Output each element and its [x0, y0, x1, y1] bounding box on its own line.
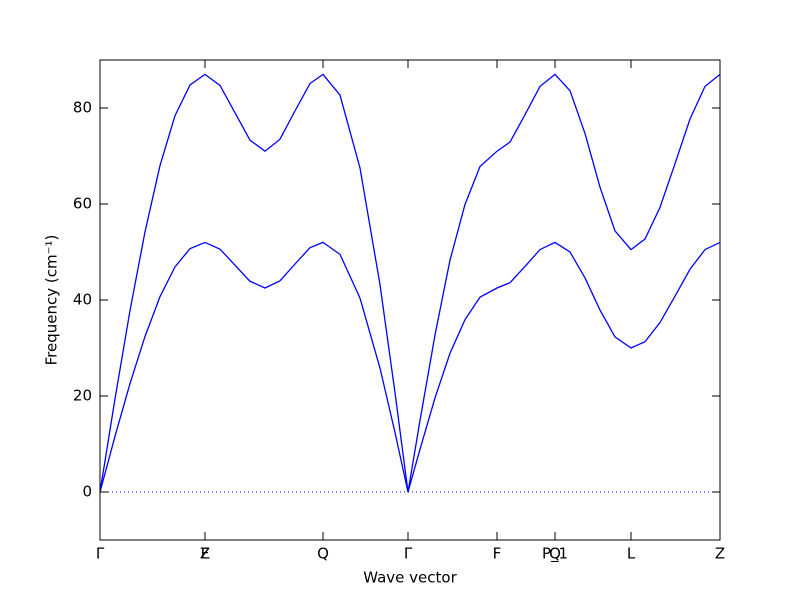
y-tick-label: 0 [82, 483, 92, 501]
y-tick-label: 80 [73, 99, 92, 117]
x-tick-label: Z [715, 545, 725, 563]
x-tick-label: F [201, 545, 210, 563]
y-axis-label: Frequency (cm⁻¹) [43, 235, 61, 366]
y-tick-label: 20 [73, 387, 92, 405]
y-tick-label: 60 [73, 195, 92, 213]
x-axis-label: Wave vector [363, 569, 457, 587]
x-tick-label: Q [549, 545, 561, 563]
x-tick-label: L [627, 545, 636, 563]
band-line [99, 73, 721, 493]
x-tick-label: Γ [96, 545, 105, 563]
y-tick-label: 40 [73, 291, 92, 309]
x-tick-label: F [493, 545, 502, 563]
x-tick-label: P_1 [542, 545, 568, 564]
x-tick-label: Z [200, 545, 210, 563]
x-tick-label: Γ [404, 545, 413, 563]
x-tick-label: Q [317, 545, 329, 563]
band-line [99, 241, 721, 493]
plot-frame [99, 59, 721, 541]
